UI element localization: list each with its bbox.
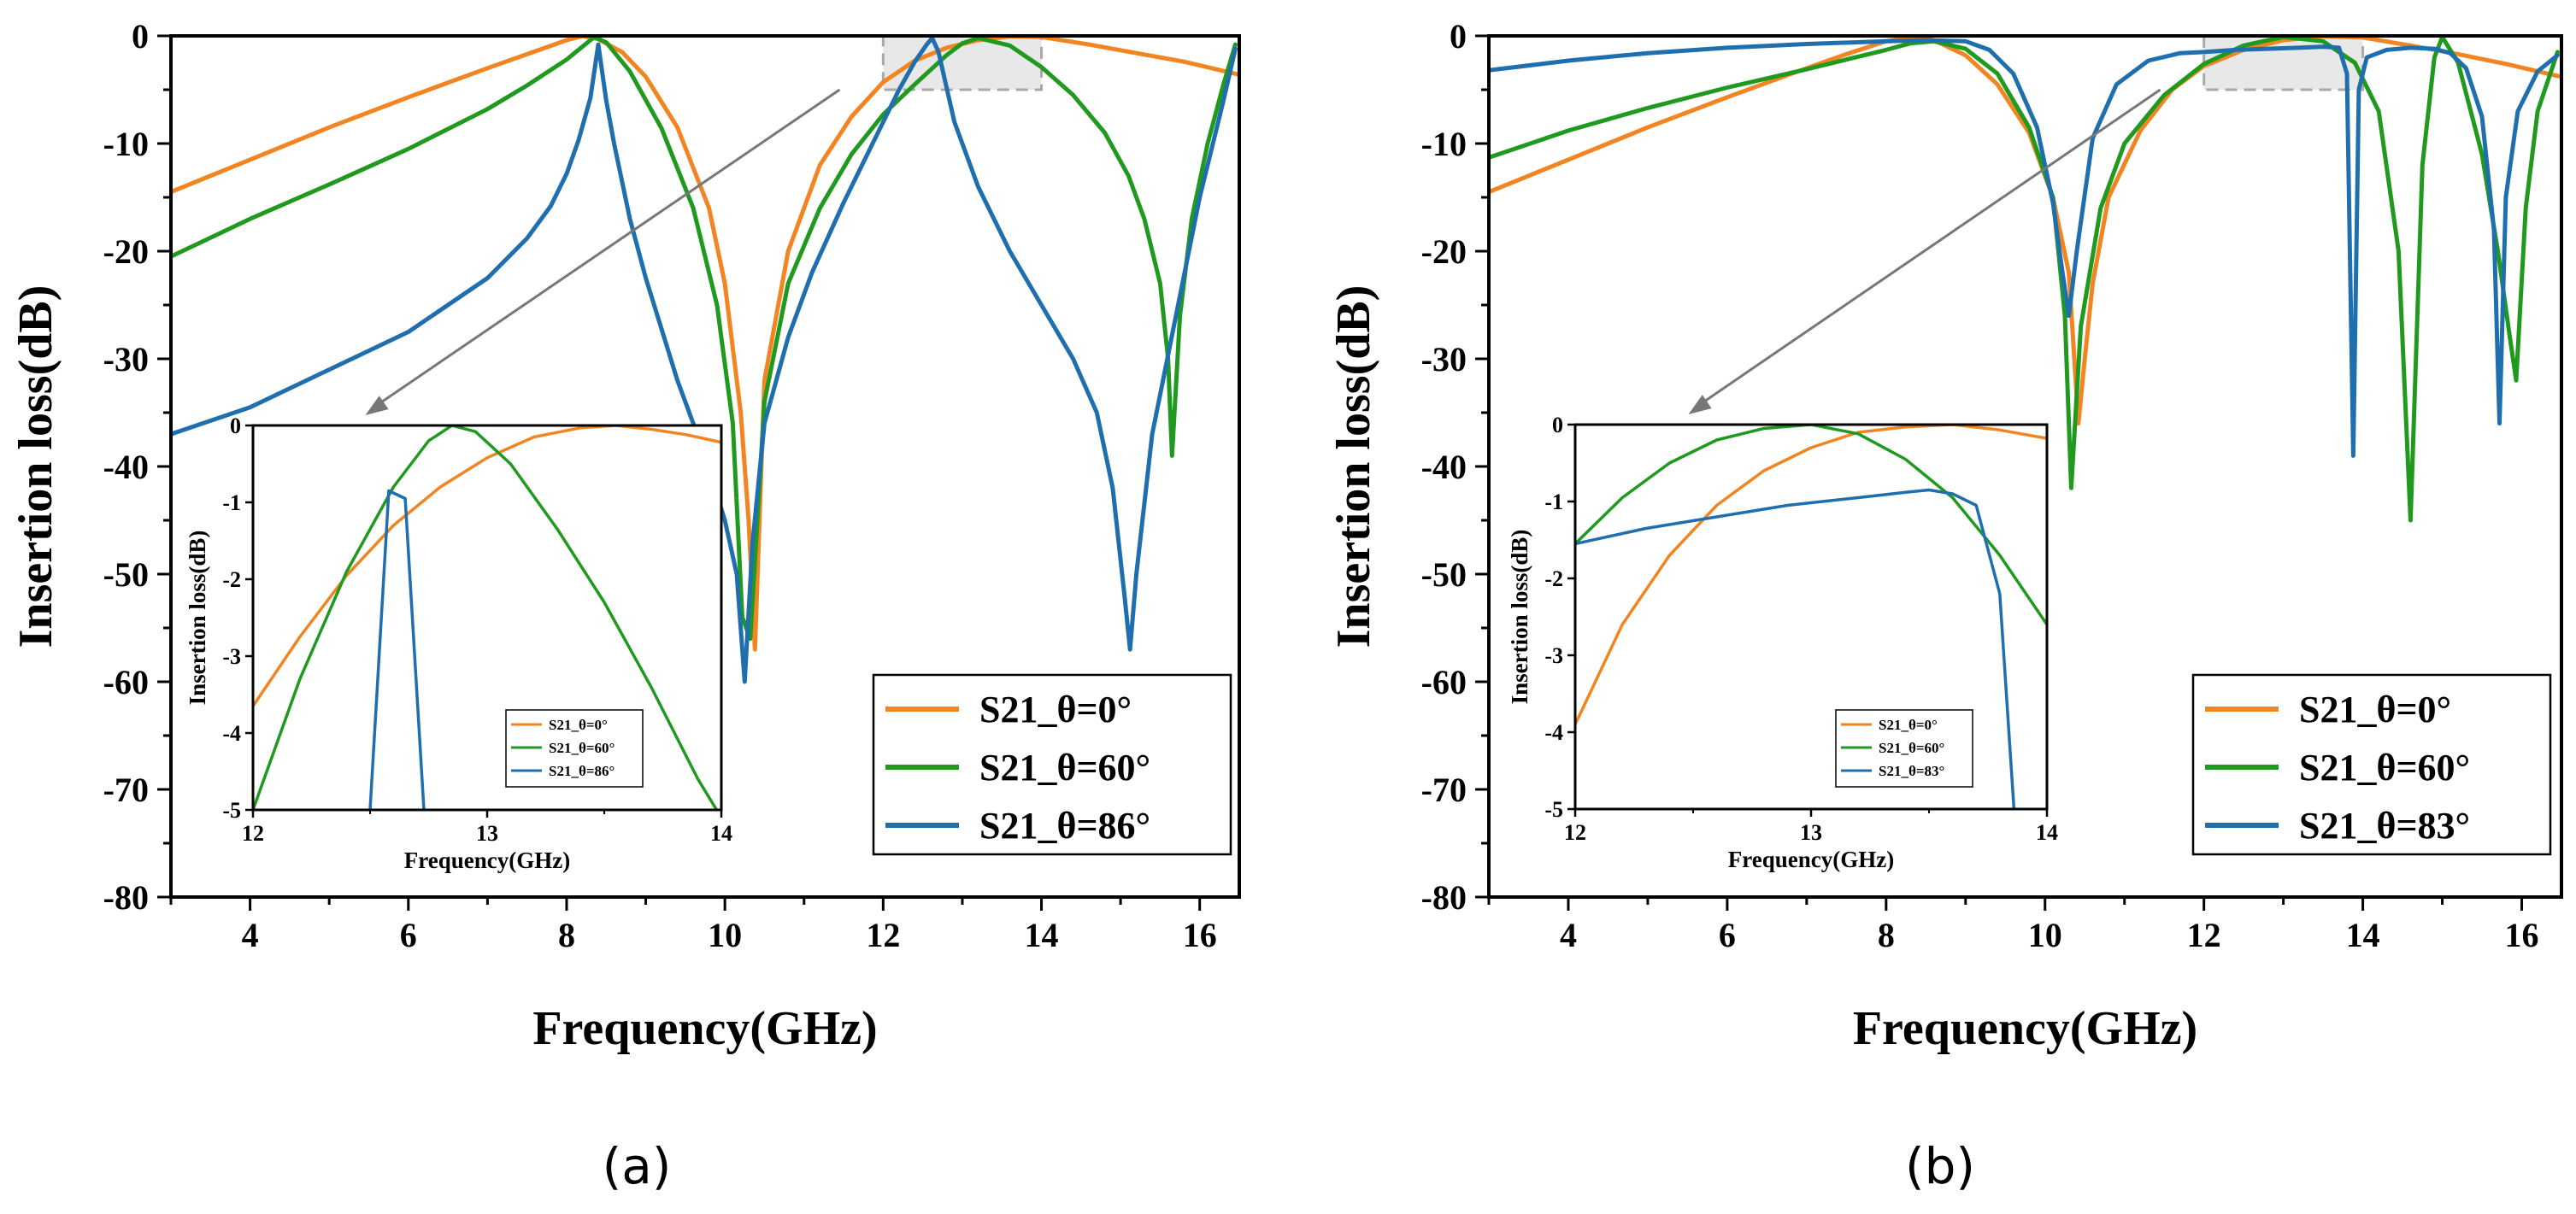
x-axis-title: Frequency(GHz) (532, 1002, 877, 1055)
inset-background (1575, 425, 2047, 809)
y-tick-label: -70 (103, 771, 149, 809)
y-tick-label: 0 (1450, 17, 1467, 56)
x-tick-label: 8 (1878, 916, 1895, 954)
series-line-1 (1489, 34, 2561, 426)
legend-label: S21_θ=60° (979, 747, 1150, 789)
legend-label: S21_θ=60° (2299, 747, 2470, 789)
inset-y-tick-label: 0 (1552, 413, 1563, 437)
inset-y-tick-label: -5 (1544, 797, 1563, 822)
legend-label: S21_θ=83° (2299, 805, 2470, 847)
legend-label: S21_θ=0° (979, 689, 1132, 730)
y-tick-label: 0 (132, 17, 149, 56)
inset-legend-label: S21_θ=0° (1879, 717, 1938, 733)
y-tick-label: -40 (1421, 448, 1467, 486)
inset-y-axis-title: Insertion loss(dB) (185, 531, 210, 706)
x-tick-label: 16 (2505, 916, 2539, 954)
y-tick-label: -50 (103, 555, 149, 594)
y-tick-label: -80 (1421, 878, 1467, 917)
x-tick-label: 8 (558, 916, 575, 954)
x-tick-label: 12 (2187, 916, 2221, 954)
inset-y-tick-label: -4 (1544, 720, 1563, 745)
panel-a-chart: 4 6 8 10 12 14 160-10-20-30-40-50-60-70-80Freq… (9, 17, 1241, 1055)
zoom-arrow-head (365, 396, 389, 415)
inset-x-axis-title: Frequency(GHz) (404, 847, 570, 873)
inset-y-tick-label: 0 (230, 413, 241, 438)
x-tick-label: 12 (866, 916, 900, 954)
x-tick-label: 4 (242, 916, 259, 954)
inset-legend-label: S21_θ=86° (549, 763, 615, 779)
y-tick-label: -10 (103, 125, 149, 163)
inset-series-line-3 (368, 489, 426, 810)
x-tick-label: 6 (400, 916, 417, 954)
inset-series-line-3 (1575, 488, 2016, 809)
y-tick-label: -30 (103, 340, 149, 378)
x-tick-label: 6 (1719, 916, 1736, 954)
inset-series-line-1 (253, 425, 721, 708)
y-tick-label: -20 (103, 232, 149, 271)
series-line-3 (1489, 38, 2560, 458)
inset-legend-label: S21_θ=60° (1879, 740, 1944, 756)
inset-y-tick-label: -3 (1544, 643, 1563, 668)
x-tick-label: 14 (2346, 916, 2380, 954)
inset-x-tick-label: 14 (710, 821, 732, 846)
inset-legend-label: S21_θ=0° (549, 717, 608, 733)
y-axis-title: Insertion loss(dB) (9, 285, 62, 648)
inset-series-line-2 (1575, 425, 2047, 626)
series-line-3 (171, 36, 1238, 684)
inset-y-tick-label: -5 (222, 798, 241, 823)
y-tick-label: -80 (103, 878, 149, 917)
inset-y-tick-label: -2 (222, 567, 241, 592)
y-tick-label: -70 (1421, 771, 1467, 809)
y-tick-label: -50 (1421, 555, 1467, 594)
inset-x-tick-label: 13 (1800, 820, 1822, 845)
inset-y-tick-label: -1 (222, 490, 241, 515)
y-tick-label: -40 (103, 448, 149, 486)
zoom-arrow-head (1688, 395, 1712, 414)
inset-x-tick-label: 12 (1564, 820, 1586, 845)
inset-y-tick-label: -1 (1544, 490, 1563, 514)
legend-label: S21_θ=0° (2299, 689, 2451, 730)
zoom-region-box (2203, 34, 2365, 91)
inset-series-line-2 (253, 425, 719, 810)
y-axis-title: Insertion loss(dB) (1327, 285, 1380, 648)
y-tick-label: -20 (1421, 232, 1467, 271)
inset-y-tick-label: -3 (222, 644, 241, 669)
inset-series-line-1 (1575, 425, 2047, 726)
y-tick-label: -60 (103, 663, 149, 701)
inset-y-tick-label: -4 (222, 721, 241, 746)
inset-x-tick-label: 12 (242, 821, 264, 846)
zoom-arrow (376, 88, 841, 407)
series-line-2 (171, 34, 1238, 642)
x-tick-label: 4 (1560, 916, 1577, 954)
x-tick-label: 10 (708, 916, 742, 954)
y-tick-label: -60 (1421, 663, 1467, 701)
panel-b-chart: 4 6 8 10 12 14 160-10-20-30-40-50-60-70-80Freq… (1327, 17, 2563, 1055)
inset-y-axis-title: Insertion loss(dB) (1507, 530, 1532, 705)
inset-legend-label: S21_θ=60° (549, 740, 615, 756)
x-axis-title: Frequency(GHz) (1853, 1002, 2197, 1055)
y-tick-label: -10 (1421, 125, 1467, 163)
x-tick-label: 16 (1183, 916, 1217, 954)
inset-x-tick-label: 13 (476, 821, 498, 846)
x-tick-label: 14 (1025, 916, 1059, 954)
inset-background (253, 425, 721, 810)
inset-y-tick-label: -2 (1544, 566, 1563, 591)
inset-x-tick-label: 14 (2036, 820, 2058, 845)
inset-legend-label: S21_θ=83° (1879, 763, 1944, 779)
series-line-2 (1489, 34, 2560, 523)
panel-b-label: (b) (1905, 1137, 1975, 1195)
panel-a-label: (a) (603, 1137, 672, 1195)
x-tick-label: 10 (2028, 916, 2062, 954)
legend-label: S21_θ=86° (979, 805, 1150, 847)
inset-x-axis-title: Frequency(GHz) (1728, 847, 1894, 872)
y-tick-label: -30 (1421, 340, 1467, 378)
zoom-arrow (1699, 88, 2161, 406)
